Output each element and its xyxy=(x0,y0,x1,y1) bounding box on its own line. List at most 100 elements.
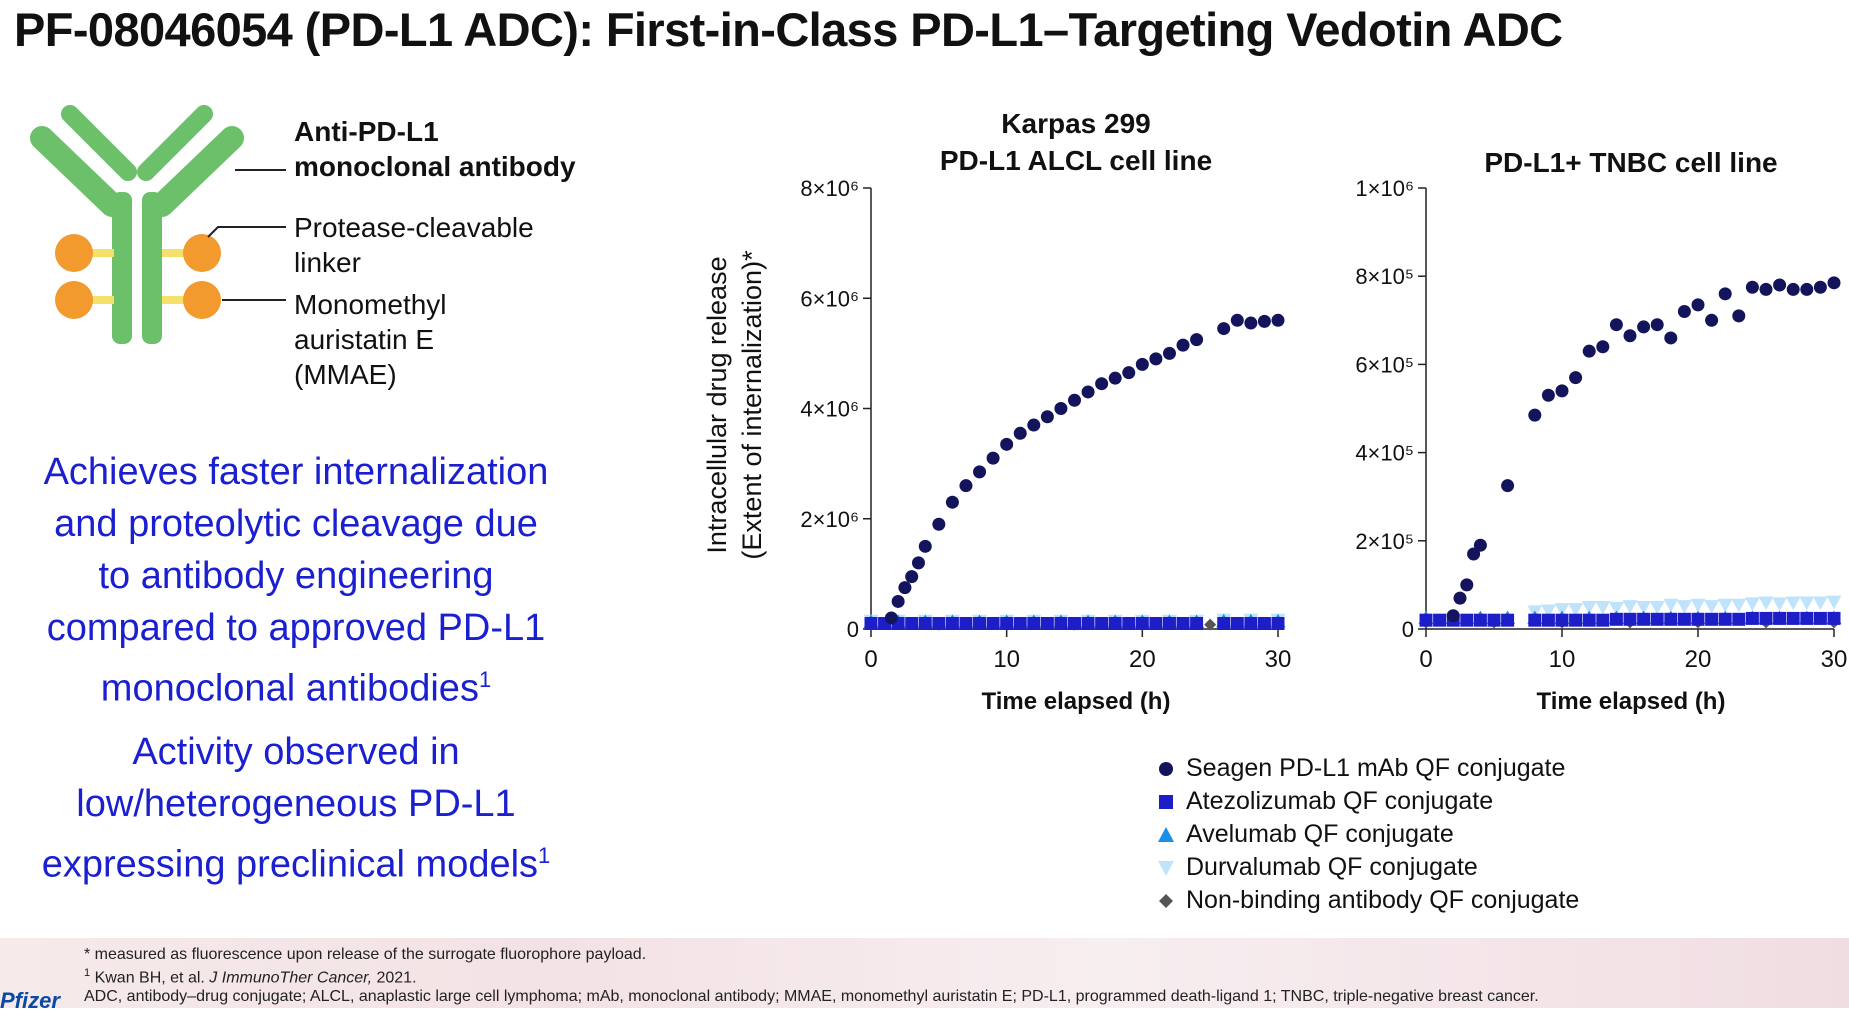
claim-internalization: Achieves faster internalization and prot… xyxy=(0,446,592,715)
data-point xyxy=(1744,597,1760,611)
footnote-journal: J ImmunoTher Cancer, xyxy=(209,969,373,987)
y-tick-label: 8×10⁶ xyxy=(800,176,859,201)
linker-top-right xyxy=(162,249,188,257)
data-point xyxy=(1786,282,1800,296)
footnote-ref-number: 1 xyxy=(84,967,91,979)
payload-label-line3: (MMAE) xyxy=(294,359,397,390)
data-point xyxy=(1637,612,1651,626)
antibody-stem-left xyxy=(112,192,132,344)
data-point xyxy=(973,465,987,479)
claim1-line2: and proteolytic cleavage due xyxy=(54,503,538,545)
data-point xyxy=(1555,384,1569,398)
data-point xyxy=(905,616,919,630)
series-circle xyxy=(1446,276,1841,623)
data-point xyxy=(1149,616,1163,630)
legend-item: Non-binding antibody QF conjugate xyxy=(1156,884,1579,917)
legend-marker-triangle-up-icon xyxy=(1158,826,1174,842)
claim2-line3: expressing preclinical models1 xyxy=(0,830,592,891)
series-circle xyxy=(884,313,1285,625)
data-point xyxy=(884,611,898,625)
data-point xyxy=(1162,616,1176,630)
payload-bottom-right xyxy=(183,281,221,319)
data-point xyxy=(1190,616,1204,630)
claim1-line3: to antibody engineering xyxy=(98,555,494,597)
x-tick-label: 30 xyxy=(1265,646,1292,673)
data-point xyxy=(1677,612,1691,626)
data-point xyxy=(1705,612,1719,626)
data-point xyxy=(1813,611,1827,625)
data-point xyxy=(1691,612,1705,626)
legend-item: Durvalumab QF conjugate xyxy=(1156,851,1579,884)
data-point xyxy=(959,479,973,493)
x-tick-label: 10 xyxy=(993,646,1020,673)
data-point xyxy=(1257,616,1271,630)
data-point xyxy=(1176,616,1190,630)
data-point xyxy=(1473,613,1487,627)
data-point xyxy=(918,616,932,630)
data-point xyxy=(1705,313,1719,327)
y-tick-label: 4×10⁶ xyxy=(800,397,859,422)
x-tick-label: 20 xyxy=(1129,646,1156,673)
data-point xyxy=(1068,393,1081,407)
data-point xyxy=(1826,595,1842,610)
antibody-right-arm-outer xyxy=(137,105,213,181)
data-point xyxy=(891,594,905,608)
claim2-line3-text: expressing preclinical models xyxy=(41,843,539,886)
data-point xyxy=(1676,600,1692,614)
linker-bottom-right xyxy=(162,296,188,304)
x-axis-label: Time elapsed (h) xyxy=(1537,688,1726,715)
chart-legend: Seagen PD-L1 mAb QF conjugate Atezolizum… xyxy=(1156,752,1579,917)
data-point xyxy=(945,495,959,509)
data-point xyxy=(1677,304,1691,318)
linker-label-line2: linker xyxy=(294,247,361,278)
footnote-abbreviations: ADC, antibody–drug conjugate; ALCL, anap… xyxy=(84,988,1539,1005)
data-point xyxy=(1244,316,1258,330)
antibody-left-arm xyxy=(30,126,124,217)
antibody-left-arm-outer xyxy=(61,105,137,181)
footnote-year: 2021. xyxy=(372,969,417,987)
data-point xyxy=(959,616,973,630)
legend-marker-diamond-icon xyxy=(1159,893,1173,908)
data-point xyxy=(1637,320,1651,334)
data-point xyxy=(1108,371,1122,385)
data-point xyxy=(1217,616,1231,630)
data-point xyxy=(1271,616,1285,630)
claim-activity: Activity observed in low/heterogeneous P… xyxy=(0,726,592,891)
data-point xyxy=(1122,366,1136,380)
antibody-label: Anti-PD-L1 monoclonal antibody xyxy=(294,114,576,184)
data-point xyxy=(1149,352,1163,366)
data-point xyxy=(1095,616,1109,630)
data-point xyxy=(1081,616,1095,630)
data-point xyxy=(1569,371,1583,385)
x-tick-label: 0 xyxy=(1419,646,1432,673)
legend-item: Atezolizumab QF conjugate xyxy=(1156,785,1579,818)
data-point xyxy=(1135,616,1149,630)
data-point xyxy=(986,451,1000,465)
shared-ylabel-line1: Intracellular drug release xyxy=(702,256,732,553)
legend-label: Non-binding antibody QF conjugate xyxy=(1186,886,1580,914)
legend-label: Seagen PD-L1 mAb QF conjugate xyxy=(1186,754,1566,782)
legend-marker-circle-icon xyxy=(1159,761,1173,776)
x-tick-label: 0 xyxy=(864,646,877,673)
data-point xyxy=(1000,437,1014,451)
footnote-reference: 1 Kwan BH, et al. J ImmunoTher Cancer, 2… xyxy=(84,967,417,987)
data-point xyxy=(1813,280,1827,294)
data-point xyxy=(1650,612,1664,626)
antibody-label-line1: Anti-PD-L1 xyxy=(294,116,439,147)
data-point xyxy=(1609,318,1623,332)
claim1-line5-text: monoclonal antibodies xyxy=(100,667,479,710)
data-point xyxy=(1718,287,1732,301)
data-point xyxy=(1785,596,1801,611)
data-point xyxy=(932,517,946,531)
data-point xyxy=(1596,340,1610,354)
data-point xyxy=(932,616,946,630)
data-point xyxy=(1773,278,1787,292)
data-point xyxy=(1554,603,1570,617)
data-point xyxy=(1663,598,1679,613)
x-tick-label: 30 xyxy=(1821,646,1848,673)
data-point xyxy=(1433,613,1447,627)
data-point xyxy=(1731,598,1747,613)
data-point xyxy=(1609,612,1623,626)
data-point xyxy=(1217,322,1231,336)
linker-top-left xyxy=(88,249,114,257)
